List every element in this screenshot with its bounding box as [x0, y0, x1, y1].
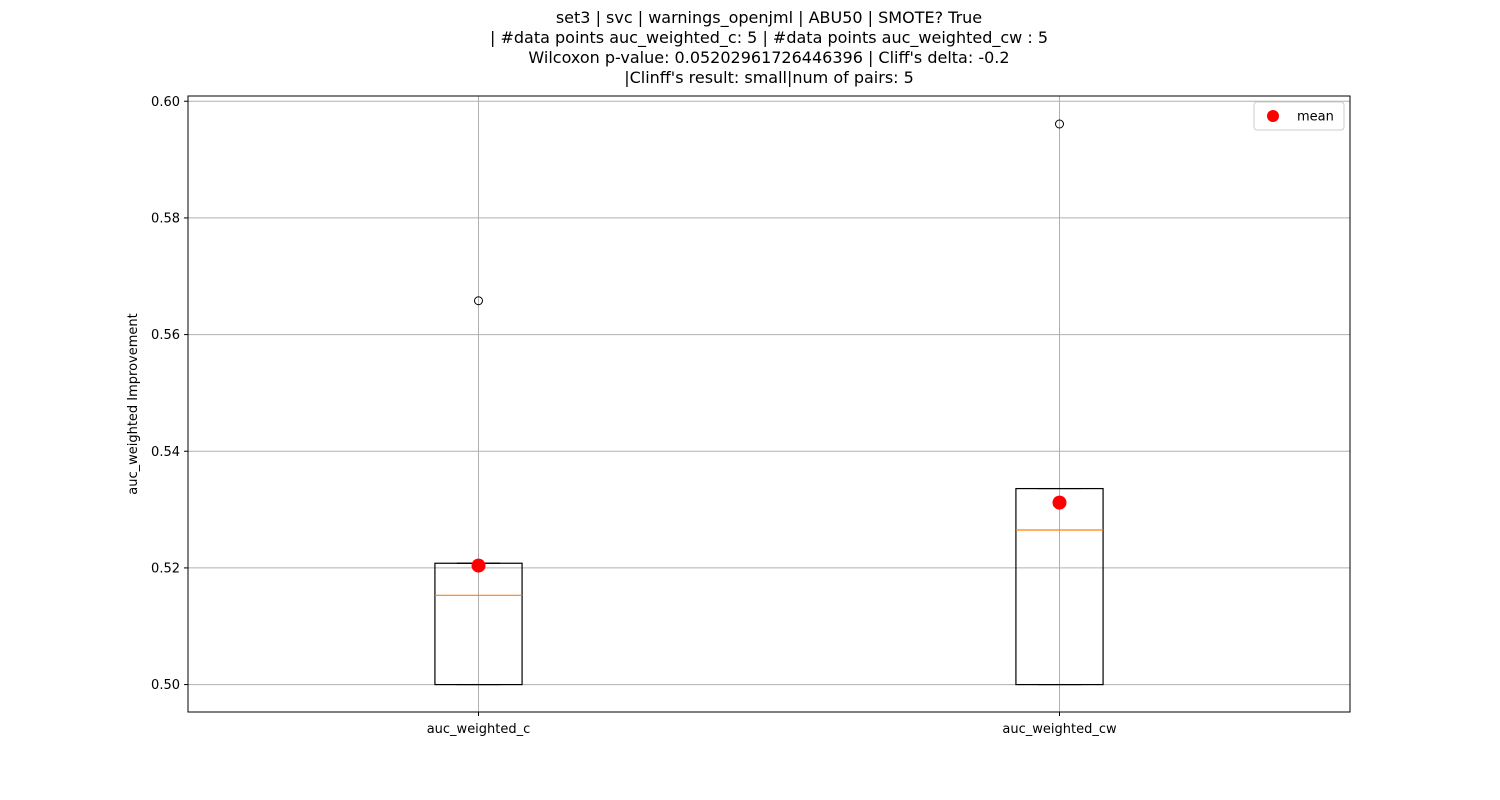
y-tick-label: 0.52: [151, 561, 180, 576]
legend-mean-label: mean: [1297, 110, 1334, 125]
boxes: [434, 119, 1104, 686]
axis-ticks: 0.50 0.52 0.54 0.56 0.58 0.60 auc_weighted_c au…: [151, 95, 1117, 737]
y-tick-label: 0.50: [151, 678, 180, 693]
title-line-2: | #data points auc_weighted_c: 5 | #data…: [489, 28, 1048, 47]
x-tick-label: auc_weighted_c: [427, 722, 531, 737]
box-auc_weighted_cw: [1015, 119, 1104, 686]
mean-marker: [471, 558, 486, 573]
grid-lines: [188, 96, 1350, 712]
legend: mean: [1253, 101, 1345, 131]
title-line-3: Wilcoxon p-value: 0.05202961726446396 | …: [528, 48, 1010, 67]
y-axis-label: auc_weighted Improvement: [126, 313, 141, 495]
legend-mean-marker: [1267, 110, 1279, 122]
x-tick-label: auc_weighted_cw: [1002, 722, 1117, 737]
mean-marker: [1052, 495, 1067, 510]
outlier-point: [1055, 119, 1064, 129]
y-tick-label: 0.56: [151, 328, 180, 343]
outlier-point: [474, 296, 483, 306]
title-line-1: set3 | svc | warnings_openjml | ABU50 | …: [555, 8, 983, 27]
title-line-4: |Clinff's result: small|num of pairs: 5: [624, 68, 914, 87]
y-tick-label: 0.54: [151, 445, 180, 460]
box-auc_weighted_c: [434, 296, 523, 686]
y-tick-label: 0.58: [151, 211, 180, 226]
chart-title: set3 | svc | warnings_openjml | ABU50 | …: [188, 8, 1350, 88]
legend-box: [1253, 101, 1345, 131]
y-tick-label: 0.60: [151, 95, 180, 110]
plot-frame: [187, 95, 1351, 713]
